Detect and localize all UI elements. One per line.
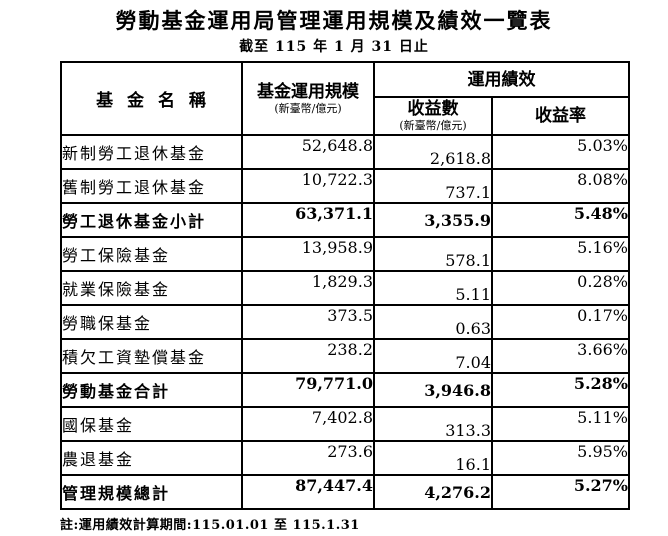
header-scale-label: 基金運用規模	[257, 81, 359, 102]
table-row: 勞職保基金 373.5 0.63 0.17%	[60, 304, 630, 340]
scale-cell: 63,371.1	[241, 202, 375, 238]
rate-cell: 3.66%	[491, 338, 630, 374]
table-row: 勞工保險基金 13,958.9 578.1 5.16%	[60, 236, 630, 272]
fund-name-cell: 勞職保基金	[60, 304, 243, 340]
fund-name-cell: 新制勞工退休基金	[60, 134, 243, 170]
income-cell: 2,618.8	[373, 134, 493, 170]
header-fund-name: 基 金 名 稱	[60, 61, 243, 136]
fund-name-cell: 農退基金	[60, 440, 243, 476]
rate-cell: 0.17%	[491, 304, 630, 340]
rate-cell: 5.48%	[491, 202, 630, 238]
table-row-subtotal: 勞工退休基金小計 63,371.1 3,355.9 5.48%	[60, 202, 630, 238]
table-row: 舊制勞工退休基金 10,722.3 737.1 8.08%	[60, 168, 630, 204]
rate-cell: 5.27%	[491, 474, 630, 510]
header-income-label: 收益數	[407, 99, 459, 119]
table-row: 農退基金 273.6 16.1 5.95%	[60, 440, 630, 476]
fund-performance-table: 基 金 名 稱 基金運用規模 (新臺幣/億元) 運用績效 收益數 (新臺幣/億元…	[60, 61, 630, 510]
rate-cell: 8.08%	[491, 168, 630, 204]
rate-cell: 5.03%	[491, 134, 630, 170]
scale-cell: 238.2	[241, 338, 375, 374]
fund-name-cell: 國保基金	[60, 406, 243, 442]
rate-cell: 5.28%	[491, 372, 630, 408]
rate-cell: 5.11%	[491, 406, 630, 442]
income-cell: 3,946.8	[373, 372, 493, 408]
fund-name-cell: 舊制勞工退休基金	[60, 168, 243, 204]
table-row-total: 勞動基金合計 79,771.0 3,946.8 5.28%	[60, 372, 630, 408]
fund-name-cell: 勞動基金合計	[60, 372, 243, 408]
income-cell: 3,355.9	[373, 202, 493, 238]
scale-cell: 52,648.8	[241, 134, 375, 170]
header-rate: 收益率	[491, 96, 630, 136]
scale-cell: 273.6	[241, 440, 375, 476]
scale-cell: 1,829.3	[241, 270, 375, 306]
fund-name-cell: 勞工保險基金	[60, 236, 243, 272]
rate-cell: 5.95%	[491, 440, 630, 476]
table-row-grand-total: 管理規模總計 87,447.4 4,276.2 5.27%	[60, 474, 630, 510]
scale-cell: 10,722.3	[241, 168, 375, 204]
scale-cell: 13,958.9	[241, 236, 375, 272]
header-income-unit: (新臺幣/億元)	[399, 119, 467, 132]
table-row: 新制勞工退休基金 52,648.8 2,618.8 5.03%	[60, 134, 630, 170]
scale-cell: 79,771.0	[241, 372, 375, 408]
income-cell: 0.63	[373, 304, 493, 340]
table-row: 國保基金 7,402.8 313.3 5.11%	[60, 406, 630, 442]
page-title: 勞動基金運用局管理運用規模及績效一覽表	[115, 8, 553, 33]
fund-name-cell: 管理規模總計	[60, 474, 243, 510]
rate-cell: 0.28%	[491, 270, 630, 306]
header-income: 收益數 (新臺幣/億元)	[373, 96, 493, 136]
income-cell: 16.1	[373, 440, 493, 476]
fund-name-cell: 勞工退休基金小計	[60, 202, 243, 238]
page-subtitle: 截至 115 年 1 月 31 日止	[239, 39, 429, 55]
scale-cell: 373.5	[241, 304, 375, 340]
income-cell: 578.1	[373, 236, 493, 272]
income-cell: 737.1	[373, 168, 493, 204]
fund-name-cell: 就業保險基金	[60, 270, 243, 306]
rate-cell: 5.16%	[491, 236, 630, 272]
header-scale: 基金運用規模 (新臺幣/億元)	[241, 61, 375, 136]
header-performance: 運用績效	[373, 61, 630, 98]
report-page: 勞動基金運用局管理運用規模及績效一覽表 截至 115 年 1 月 31 日止 基…	[0, 8, 668, 536]
footnote: 註:運用績效計算期間:115.01.01 至 115.1.31	[60, 518, 360, 533]
scale-cell: 7,402.8	[241, 406, 375, 442]
income-cell: 313.3	[373, 406, 493, 442]
fund-name-cell: 積欠工資墊償基金	[60, 338, 243, 374]
table-row: 積欠工資墊償基金 238.2 7.04 3.66%	[60, 338, 630, 374]
income-cell: 5.11	[373, 270, 493, 306]
income-cell: 4,276.2	[373, 474, 493, 510]
table-row: 就業保險基金 1,829.3 5.11 0.28%	[60, 270, 630, 306]
header-scale-unit: (新臺幣/億元)	[274, 101, 342, 115]
scale-cell: 87,447.4	[241, 474, 375, 510]
income-cell: 7.04	[373, 338, 493, 374]
